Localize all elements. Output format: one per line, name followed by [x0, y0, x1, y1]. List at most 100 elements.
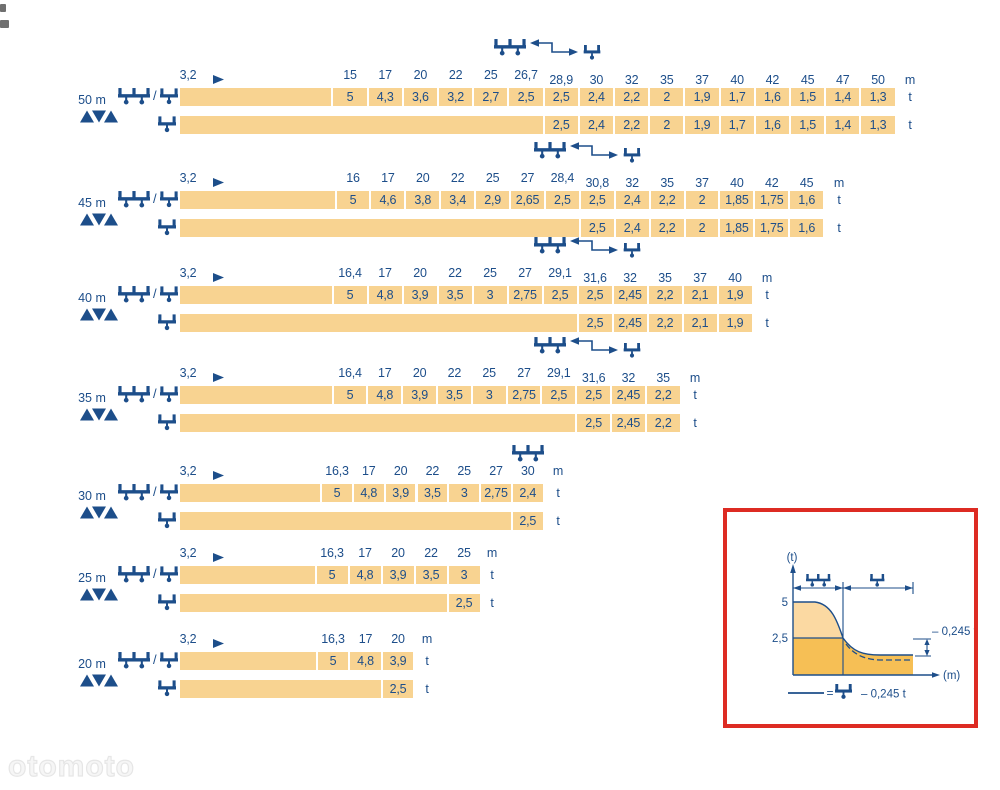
radius-label: 22 [425, 464, 440, 478]
radius-label: 25 [485, 171, 500, 185]
load-cell: 2,75 [481, 484, 511, 502]
load-cell: 3,9 [385, 484, 416, 502]
bar-leading [180, 386, 332, 404]
load-cell: 2,5 [580, 191, 614, 209]
load-cell: 3,5 [438, 286, 472, 304]
radius-label: 45 [800, 73, 815, 87]
row1-fall-icons: / [118, 386, 178, 403]
radius-label: 29,1 [548, 266, 572, 280]
trolley-single-icon [623, 148, 641, 163]
x-axis-arrow-icon [932, 672, 940, 678]
load-cell: 3,9 [403, 286, 437, 304]
load-cell: 2,2 [648, 286, 682, 304]
trolley-single-icon [158, 414, 176, 431]
row1-fall-icons: / [118, 566, 178, 583]
load-cell: 1,7 [720, 88, 754, 106]
radius-label: 22 [424, 546, 438, 560]
trolley-double-icon [118, 386, 150, 403]
start-arrow [213, 549, 224, 567]
radius-label: 30 [521, 464, 535, 478]
edge-artifact [0, 20, 9, 28]
load-cell: 2,4 [579, 88, 613, 106]
radius-label: 22 [448, 68, 463, 82]
radius-label: 17 [378, 266, 392, 280]
radius-label: 37 [695, 176, 709, 190]
lattice-tower-icon [80, 408, 118, 421]
transition-single-wrap [622, 343, 642, 358]
bar-leading [180, 594, 447, 612]
trolley-double-icon [118, 652, 150, 669]
radius-label: 27 [518, 266, 532, 280]
slash-separator: / [153, 88, 157, 103]
start-radius: 3,2 [179, 546, 197, 560]
row2-fall-icon [158, 116, 176, 133]
row2-fall-icon [158, 512, 176, 529]
watermark: otomoto [7, 749, 135, 783]
load-cell: 5 [322, 484, 352, 502]
radius-label: 47 [836, 73, 850, 87]
trolley-single-icon [158, 116, 176, 133]
load-cell: 3,4 [441, 191, 475, 209]
load-cell: 2,5 [512, 512, 543, 530]
load-cell: 2,5 [545, 191, 579, 209]
trolley-single-icon [159, 386, 178, 403]
start-arrow-icon [213, 639, 224, 648]
start-radius: 3,2 [179, 266, 197, 280]
fall-transition-arrow-icon [570, 337, 618, 354]
radius-label: 28,9 [549, 73, 573, 87]
row1-fall-icons: / [118, 652, 178, 669]
radius-label: 37 [693, 271, 707, 285]
load-cell: 2,5 [544, 116, 578, 134]
jib-length-label: 30 m [78, 489, 106, 503]
unit-t: t [490, 568, 494, 582]
inset-tick-5: 5 [782, 597, 788, 609]
unit-t: t [837, 193, 841, 207]
load-cell: 2,4 [512, 484, 543, 502]
load-cell: 2,5 [544, 88, 578, 106]
load-cell: 1,9 [685, 88, 719, 106]
load-cell: 2 [685, 219, 719, 237]
radius-label: 22 [447, 366, 462, 380]
load-cell: 3,8 [406, 191, 440, 209]
trolley-single-icon [158, 314, 176, 331]
radius-label: 16,3 [320, 546, 344, 560]
load-cell: 5 [317, 652, 349, 670]
radius-label: 25 [484, 68, 498, 82]
load-cell: 2,2 [650, 219, 684, 237]
jib-length-label: 25 m [78, 571, 106, 585]
row2-fall-icon [158, 314, 176, 331]
load-cell: 2 [650, 88, 684, 106]
lattice-tower [80, 408, 118, 426]
unit-m: m [552, 464, 564, 478]
load-cell: 3 [449, 484, 480, 502]
radius-label: 30,8 [585, 176, 610, 190]
radius-label: 50 [871, 73, 885, 87]
fall-transition [534, 142, 642, 163]
radius-label: 17 [381, 171, 395, 185]
load-cell: 2,5 [543, 286, 577, 304]
reduced-capacity-dashed-curve [845, 643, 913, 661]
load-cell: 2,2 [646, 386, 680, 404]
jib-length-label: 45 m [78, 196, 106, 210]
start-radius: 3,2 [179, 632, 197, 646]
start-arrow [213, 71, 224, 89]
start-arrow-icon [213, 553, 224, 562]
load-cell: 2,4 [615, 219, 649, 237]
trolley-double-icon [118, 286, 150, 303]
lattice-tower [80, 110, 118, 128]
load-cell: 2,5 [382, 680, 414, 698]
load-cell: 1,3 [861, 88, 895, 106]
trolley-single-icon [835, 684, 852, 699]
load-cell: 4,8 [353, 484, 384, 502]
transition-single-wrap [622, 243, 642, 258]
load-cell: 4,8 [350, 652, 381, 670]
radius-label: 20 [413, 68, 428, 82]
load-cell: 2,4 [615, 191, 649, 209]
unit-t: t [425, 654, 429, 668]
load-cell: 2,45 [613, 314, 647, 332]
load-cell: 3,6 [403, 88, 437, 106]
load-cell: 1,6 [790, 191, 824, 209]
load-cell: 1,4 [826, 88, 860, 106]
trolley-single-icon [583, 45, 601, 60]
radius-label: 16,3 [321, 632, 345, 646]
